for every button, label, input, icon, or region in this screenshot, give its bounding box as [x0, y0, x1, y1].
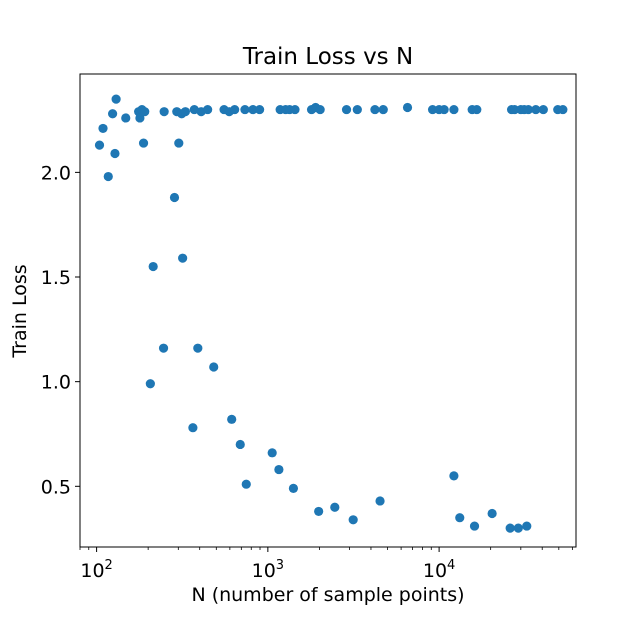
data-point: [505, 523, 515, 533]
data-point: [103, 171, 113, 182]
data-point: [378, 104, 388, 115]
data-point: [523, 104, 533, 115]
y-tick-label: 1.5: [41, 267, 71, 289]
data-point: [209, 362, 219, 372]
y-tick-label: 2.0: [41, 162, 71, 184]
data-point: [472, 104, 482, 115]
data-point: [402, 102, 413, 113]
data-point: [558, 104, 568, 115]
x-tick-label: 102: [80, 558, 112, 582]
data-point: [469, 521, 480, 531]
data-point: [159, 107, 169, 117]
data-point: [330, 502, 340, 512]
y-tick-label: 1.0: [41, 372, 71, 394]
data-point: [178, 253, 188, 263]
points-layer: [94, 94, 568, 533]
data-point: [352, 104, 362, 115]
x-axis-label: N (number of sample points): [191, 584, 464, 606]
y-tick-label: 0.5: [41, 476, 71, 498]
data-point: [188, 423, 198, 433]
data-point: [290, 104, 300, 115]
data-point: [240, 104, 250, 115]
data-point: [230, 104, 240, 115]
data-point: [455, 513, 465, 523]
data-point: [315, 104, 325, 115]
data-point: [513, 523, 523, 533]
data-point: [427, 104, 438, 115]
data-point: [439, 104, 449, 115]
data-point: [108, 109, 118, 119]
data-point: [98, 123, 108, 134]
data-point: [487, 508, 497, 519]
data-point: [274, 464, 284, 475]
data-point: [241, 479, 251, 489]
data-point: [169, 192, 180, 203]
ticks-layer: 0.5 1.0 1.5 2.0 102 103 104: [41, 162, 573, 582]
data-point: [138, 138, 149, 148]
data-point: [235, 439, 245, 450]
data-point: [531, 104, 541, 115]
data-point: [193, 343, 203, 353]
x-tick-label: 104: [423, 558, 455, 582]
data-point: [255, 104, 265, 115]
y-axis-label: Train Loss: [9, 264, 31, 358]
data-point: [174, 138, 184, 148]
data-point: [370, 104, 380, 115]
data-point: [158, 343, 169, 353]
chart-title: Train Loss vs N: [242, 44, 413, 70]
data-point: [180, 107, 190, 117]
data-point: [538, 104, 548, 115]
data-point: [203, 104, 213, 115]
x-tick-label: 103: [252, 558, 284, 582]
data-point: [314, 506, 324, 517]
data-point: [148, 261, 158, 272]
data-point: [110, 148, 120, 159]
data-point: [94, 140, 105, 150]
data-point: [449, 471, 459, 481]
data-point: [522, 521, 532, 531]
axes-frame: [79, 73, 577, 548]
data-point: [288, 483, 299, 493]
data-point: [375, 496, 385, 506]
data-point: [135, 113, 145, 123]
data-point: [140, 107, 150, 117]
data-point: [227, 414, 237, 424]
data-point: [111, 94, 121, 104]
data-point: [145, 379, 155, 389]
data-point: [248, 104, 258, 115]
data-point: [449, 104, 459, 115]
data-point: [348, 515, 358, 525]
data-point: [121, 113, 131, 123]
data-point: [267, 448, 277, 458]
data-point: [341, 104, 352, 115]
